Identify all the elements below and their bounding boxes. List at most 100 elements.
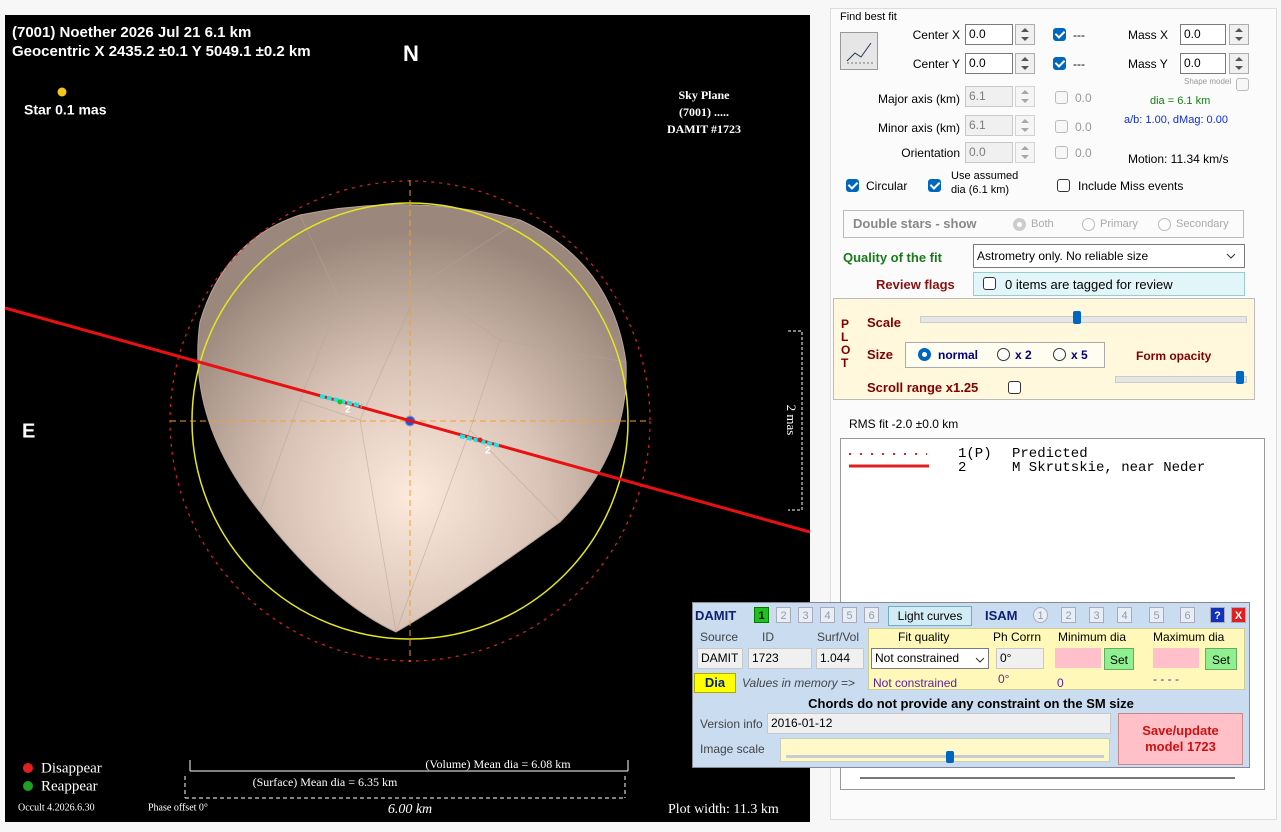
slider-thumb[interactable] bbox=[1073, 311, 1081, 324]
memory-min: 0 bbox=[1057, 676, 1064, 690]
radio[interactable] bbox=[997, 348, 1010, 361]
radio-label: Secondary bbox=[1176, 218, 1229, 230]
radio-label: x 2 bbox=[1015, 348, 1032, 362]
use-assumed-label: dia (6.1 km) bbox=[951, 184, 1010, 196]
dropdown-arrow bbox=[975, 657, 985, 663]
radio bbox=[1158, 218, 1171, 231]
phase-offset: Phase offset 0° bbox=[148, 802, 208, 813]
quality-select[interactable]: Astrometry only. No reliable size bbox=[973, 244, 1245, 268]
memory-max: - - - - bbox=[1153, 672, 1179, 686]
set-button[interactable]: Set bbox=[1104, 648, 1134, 670]
damit-tab[interactable]: 4 bbox=[820, 607, 835, 623]
checkbox[interactable] bbox=[1053, 28, 1066, 41]
chord-label: 2 bbox=[345, 405, 351, 416]
shape-facets bbox=[259, 214, 627, 633]
max-dia-input[interactable] bbox=[1153, 648, 1199, 668]
step: 0.0 bbox=[1075, 120, 1092, 134]
column-header: Minimum dia bbox=[1058, 630, 1127, 644]
min-dia-input[interactable] bbox=[1055, 648, 1101, 668]
field-label: Mass X bbox=[1128, 28, 1169, 42]
line-styles bbox=[849, 453, 929, 468]
fit-icon bbox=[846, 42, 873, 64]
radio[interactable] bbox=[918, 348, 931, 361]
damit-tab[interactable]: 1 bbox=[754, 607, 769, 623]
save-button[interactable]: Save/update model 1723 bbox=[1118, 713, 1243, 765]
damit-tab[interactable]: 6 bbox=[864, 607, 879, 623]
set-button[interactable]: Set bbox=[1205, 648, 1237, 670]
center-x-input[interactable]: 0.0 bbox=[965, 24, 1013, 45]
slider-track bbox=[786, 755, 1104, 758]
observer-id: 2 bbox=[958, 460, 967, 476]
center-y-input[interactable]: 0.0 bbox=[965, 53, 1013, 74]
letter: T bbox=[841, 356, 849, 370]
surf-vol: 1.044 bbox=[816, 648, 864, 669]
image-scale-slider[interactable] bbox=[780, 738, 1110, 762]
spinner[interactable] bbox=[1229, 24, 1249, 45]
mas-scale-bracket bbox=[788, 330, 803, 511]
image-scale-label: Image scale bbox=[700, 742, 765, 756]
letter: O bbox=[841, 343, 851, 357]
step: 0.0 bbox=[1075, 91, 1092, 105]
checkbox[interactable] bbox=[1008, 381, 1021, 394]
spinner[interactable] bbox=[1229, 53, 1249, 74]
checkbox[interactable] bbox=[1236, 78, 1249, 91]
spinner[interactable] bbox=[1015, 24, 1035, 45]
checkbox[interactable] bbox=[1057, 179, 1070, 192]
damit-tab[interactable]: 2 bbox=[776, 607, 791, 623]
dropdown-arrow bbox=[1226, 253, 1236, 259]
orientation-input: 0.0 bbox=[965, 142, 1013, 163]
minor-axis-input: 6.1 bbox=[965, 115, 1013, 136]
fit-quality-select[interactable]: Not constrained bbox=[871, 648, 989, 669]
checkbox[interactable] bbox=[928, 179, 941, 192]
quality-label: Quality of the fit bbox=[843, 250, 942, 265]
checkbox[interactable] bbox=[983, 277, 996, 290]
flag: --- bbox=[1073, 57, 1085, 71]
sky-plane-label: DAMIT #1723 bbox=[667, 122, 741, 136]
review-label: Review flags bbox=[876, 277, 955, 292]
flag: --- bbox=[1073, 28, 1085, 42]
mass-x-input[interactable]: 0.0 bbox=[1180, 24, 1226, 45]
scale-bar-label: 6.00 km bbox=[388, 802, 432, 817]
checkbox[interactable] bbox=[1053, 57, 1066, 70]
field-label: Center Y bbox=[912, 57, 960, 71]
spinner[interactable] bbox=[1015, 53, 1035, 74]
isam-tab[interactable]: 4 bbox=[1117, 607, 1132, 623]
double-stars-label: Double stars - show bbox=[853, 216, 977, 231]
spinner bbox=[1015, 86, 1035, 107]
form-opacity-label: Form opacity bbox=[1136, 349, 1212, 363]
field-label: Major axis (km) bbox=[877, 92, 960, 106]
column-header: Maximum dia bbox=[1153, 630, 1225, 644]
light-curves-button[interactable]: Light curves bbox=[888, 606, 972, 626]
letter: P bbox=[841, 317, 850, 331]
damit-tab[interactable]: 3 bbox=[798, 607, 813, 623]
radio-label: Primary bbox=[1100, 218, 1138, 230]
isam-tab[interactable]: 1 bbox=[1033, 607, 1048, 623]
mass-y-input[interactable]: 0.0 bbox=[1180, 53, 1226, 74]
version: Occult 4.2026.6.30 bbox=[18, 802, 95, 813]
double-stars-box bbox=[843, 210, 1244, 238]
observer-name: Predicted bbox=[1012, 446, 1088, 462]
damit-tab[interactable]: 5 bbox=[842, 607, 857, 623]
opacity-slider[interactable] bbox=[1115, 376, 1247, 383]
help-button[interactable]: ? bbox=[1210, 607, 1225, 623]
slider-thumb[interactable] bbox=[1236, 371, 1244, 384]
group-label: Find best fit bbox=[840, 11, 897, 23]
sky-plane-label: (7001) ..... bbox=[679, 105, 729, 119]
isam-tab[interactable]: 3 bbox=[1089, 607, 1104, 623]
checkbox[interactable] bbox=[846, 179, 859, 192]
memory-fit-quality: Not constrained bbox=[873, 676, 958, 690]
plot-title: (7001) Noether 2026 Jul 21 6.1 km bbox=[12, 24, 251, 41]
dia-button[interactable]: Dia bbox=[694, 673, 736, 693]
scale-slider[interactable] bbox=[920, 316, 1247, 323]
column-header: Source bbox=[700, 630, 739, 644]
isam-tab[interactable]: 2 bbox=[1061, 607, 1076, 623]
scrollbar[interactable] bbox=[860, 777, 1235, 779]
isam-tab[interactable]: 6 bbox=[1180, 607, 1195, 623]
fit-button[interactable] bbox=[840, 32, 878, 70]
slider-thumb[interactable] bbox=[946, 751, 954, 763]
close-button[interactable]: X bbox=[1231, 607, 1246, 623]
isam-tab[interactable]: 5 bbox=[1149, 607, 1164, 623]
radio[interactable] bbox=[1053, 348, 1066, 361]
size-label: Size bbox=[867, 347, 894, 362]
